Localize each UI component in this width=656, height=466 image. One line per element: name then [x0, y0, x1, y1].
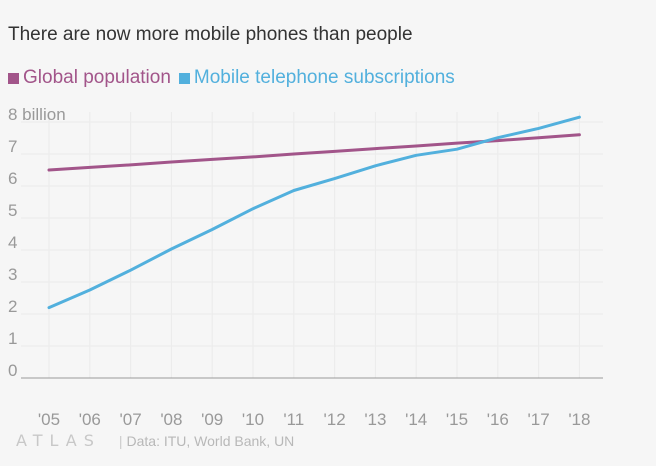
- x-tick-label: '07: [120, 410, 142, 429]
- x-tick-label: '09: [201, 410, 223, 429]
- y-tick-label: 2: [8, 297, 17, 316]
- x-tick-label: '17: [528, 410, 550, 429]
- atlas-logo: ATLAS: [16, 431, 101, 450]
- legend-swatch-population: [8, 72, 19, 84]
- y-tick-label: 1: [8, 329, 17, 348]
- source-note: | Data: ITU, World Bank, UN: [118, 432, 295, 449]
- x-tick-label: '05: [38, 410, 60, 429]
- x-tick-label: '10: [242, 410, 264, 429]
- x-tick-label: '08: [160, 410, 182, 429]
- x-tick-label: '06: [79, 410, 101, 429]
- x-tick-label: '11: [283, 410, 304, 429]
- x-tick-label: '14: [405, 410, 427, 429]
- series-line-population: [47, 133, 581, 172]
- footer: ATLAS | Data: ITU, World Bank, UN: [16, 431, 294, 450]
- legend: Global population Mobile telephone subsc…: [8, 67, 463, 89]
- legend-item-population: Global population: [8, 67, 171, 89]
- x-tick-label: '13: [364, 410, 386, 429]
- x-tick-label: '12: [324, 410, 346, 429]
- x-tick-label: '16: [487, 410, 509, 429]
- y-tick-label: 3: [8, 265, 17, 284]
- x-tick-label: '18: [568, 410, 590, 429]
- x-tick-label: '15: [446, 410, 468, 429]
- y-tick-label: 4: [8, 233, 17, 252]
- y-tick-label: 7: [8, 137, 17, 156]
- chart-title: There are now more mobile phones than pe…: [8, 24, 413, 45]
- legend-item-subscriptions: Mobile telephone subscriptions: [178, 67, 455, 89]
- y-tick-label: 6: [8, 169, 17, 188]
- legend-label-subscriptions: Mobile telephone subscriptions: [193, 67, 455, 88]
- series-line-subscriptions: [47, 115, 581, 310]
- source-text: Data: ITU, World Bank, UN: [126, 432, 295, 449]
- y-tick-label: 0: [8, 361, 17, 380]
- legend-swatch-subscriptions: [178, 72, 190, 84]
- y-tick-label: 8 billion: [8, 105, 66, 124]
- legend-label-population: Global population: [23, 67, 171, 88]
- y-tick-label: 5: [8, 201, 17, 220]
